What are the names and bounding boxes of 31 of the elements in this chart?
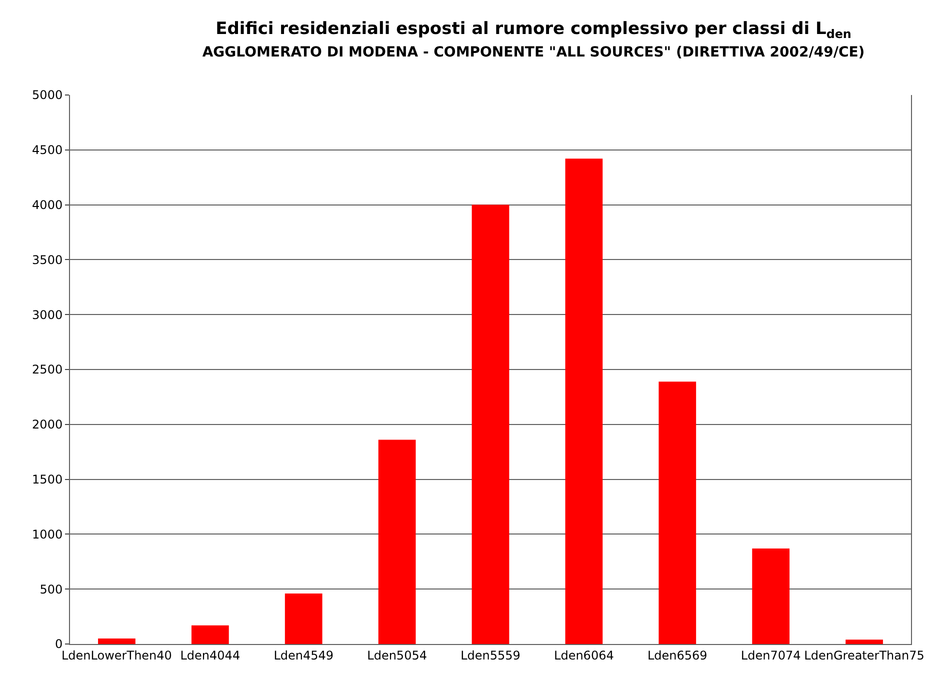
- x-tick-label: Lden4044: [180, 648, 240, 662]
- y-tick-label: 1500: [32, 472, 63, 486]
- x-tick-label: Lden6064: [554, 648, 614, 662]
- y-tick-label: 0: [54, 637, 63, 652]
- bar: [378, 440, 416, 644]
- x-tick-label: Lden4549: [274, 648, 334, 662]
- y-tick-label: 2500: [32, 362, 63, 377]
- x-tick-label: LdenLowerThen40: [62, 648, 172, 662]
- bar: [752, 548, 790, 644]
- bar: [284, 593, 322, 644]
- x-tick-label: Lden5054: [367, 648, 427, 662]
- bar: [658, 382, 696, 644]
- y-tick-label: 4500: [32, 143, 63, 158]
- y-tick-label: 4000: [32, 198, 63, 212]
- bar: [472, 204, 510, 644]
- y-tick-label: 3500: [32, 252, 63, 267]
- x-tick-label: Lden5559: [460, 648, 520, 662]
- x-tick-label: LdenGreaterThan75: [804, 648, 924, 662]
- y-tick-label: 5000: [32, 88, 63, 102]
- y-tick-label: 2000: [32, 418, 63, 432]
- bar: [98, 638, 136, 644]
- x-tick-label: Lden6569: [647, 648, 708, 662]
- bar: [565, 158, 603, 644]
- chart-title: Edifici residenziali esposti al rumore complessivo per classi di L$_{den}$: [216, 19, 852, 41]
- y-tick-label: 3000: [32, 308, 63, 322]
- y-tick-label: 1000: [32, 527, 63, 542]
- bar: [191, 625, 229, 644]
- y-tick-label: 500: [40, 582, 63, 596]
- chart-subtitle: AGGLOMERATO DI MODENA - COMPONENTE "ALL SOURCES" (DIRETTIVA 2002/49/CE): [202, 44, 865, 60]
- x-tick-label: Lden7074: [740, 648, 801, 662]
- bar: [846, 640, 883, 644]
